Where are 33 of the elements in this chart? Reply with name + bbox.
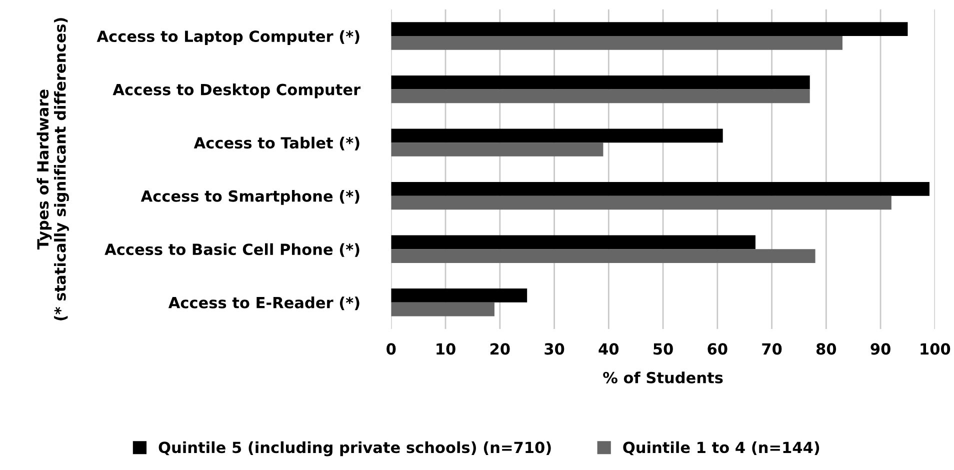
x-tick-label: 70: [762, 343, 782, 355]
bar: [391, 249, 816, 263]
bar: [391, 36, 842, 50]
bar: [391, 196, 892, 210]
x-tick-label: 0: [386, 343, 396, 355]
y-tick-label: Access to Smartphone (*): [140, 190, 360, 205]
bar: [391, 235, 756, 250]
x-axis-title: % of Students: [603, 372, 723, 384]
y-tick-label: Access to Laptop Computer (*): [96, 30, 360, 46]
y-tick-label: Access to Basic Cell Phone (*): [104, 243, 360, 257]
y-tick-label: Access to E-Reader (*): [168, 296, 360, 310]
x-tick-label: 10: [436, 343, 456, 355]
y-tick-label: Access to Tablet (*): [194, 136, 360, 150]
bar: [391, 89, 810, 104]
x-tick-label: 100: [920, 343, 950, 355]
y-tick-label: Access to Desktop Computer: [112, 83, 361, 98]
legend-label: Quintile 1 to 4 (n=144): [623, 441, 820, 456]
legend-label: Quintile 5 (including private schools) (n=710): [158, 441, 551, 456]
x-tick-label: 60: [708, 343, 728, 355]
x-tick-label: 30: [544, 343, 564, 355]
y-axis-title: Types of Hardware (* statically significant differences): [36, 18, 69, 320]
x-tick-label: 80: [816, 343, 836, 355]
bar: [391, 75, 810, 90]
x-tick-label: 50: [654, 343, 673, 355]
bar: [391, 302, 494, 316]
x-tick-label: 20: [490, 343, 510, 355]
x-tick-label: 40: [598, 343, 619, 355]
bar: [391, 128, 723, 143]
bar: [391, 288, 528, 302]
bar: [391, 182, 930, 196]
bar: [391, 142, 604, 156]
x-tick-label: 90: [870, 343, 890, 355]
bar: [391, 22, 908, 36]
